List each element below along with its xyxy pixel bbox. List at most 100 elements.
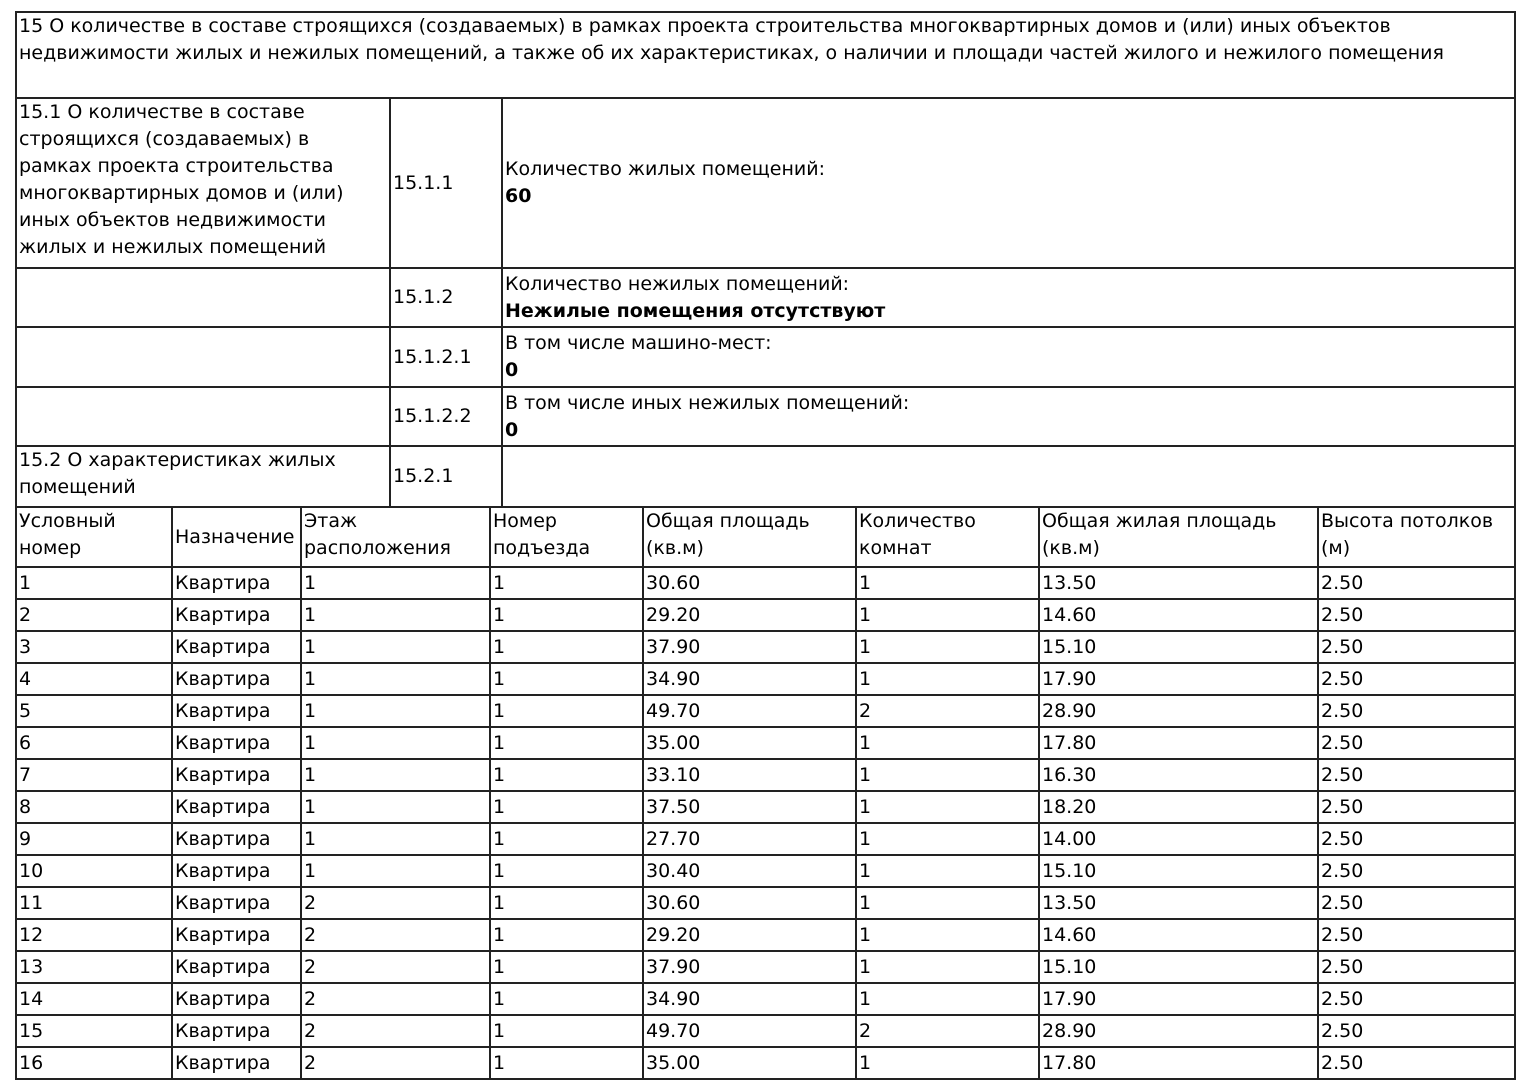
table-cell: 1 — [489, 662, 644, 696]
subsection-label — [15, 267, 391, 328]
table-cell: 14.00 — [1038, 822, 1319, 856]
field-label: В том числе иных нежилых помещений: — [505, 391, 910, 414]
table-cell: 2.50 — [1317, 886, 1516, 920]
table-cell: 30.40 — [642, 854, 857, 888]
table-cell: 17.90 — [1038, 982, 1319, 1016]
table-cell: 2.50 — [1317, 982, 1516, 1016]
field-value: 60 — [505, 185, 532, 207]
section-title: 15 О количестве в составе строящихся (со… — [15, 11, 1516, 99]
table-cell: 17.90 — [1038, 662, 1319, 696]
table-cell: 1 — [489, 790, 644, 824]
table-row: 14 Квартира 2 1 34.90 1 17.90 2.50 — [15, 982, 1516, 1016]
table-cell: 2.50 — [1317, 950, 1516, 984]
table-cell: Квартира — [171, 1014, 302, 1048]
table-cell: 2.50 — [1317, 1046, 1516, 1080]
units-table: Условный номер Назначение Этаж расположени… — [15, 506, 1516, 1080]
table-cell: 1 — [489, 886, 644, 920]
table-cell: 30.60 — [642, 566, 857, 600]
table-cell: 1 — [489, 950, 644, 984]
subsection-label: 15.2 О характеристиках жилых помещений — [15, 445, 391, 508]
table-cell: 1 — [300, 758, 491, 792]
table-cell: 30.60 — [642, 886, 857, 920]
table-cell: 1 — [300, 566, 491, 600]
table-cell: 37.50 — [642, 790, 857, 824]
table-cell: 1 — [855, 758, 1040, 792]
table-cell: Квартира — [171, 886, 302, 920]
units-table-header: Условный номер Назначение Этаж расположени… — [15, 506, 1516, 568]
section-15-table: 15 О количестве в составе строящихся (со… — [15, 11, 1516, 508]
table-cell: 1 — [489, 854, 644, 888]
table-row: 10 Квартира 1 1 30.40 1 15.10 2.50 — [15, 854, 1516, 888]
table-cell: 29.20 — [642, 598, 857, 632]
table-row: 8 Квартира 1 1 37.50 1 18.20 2.50 — [15, 790, 1516, 824]
table-cell: 12 — [15, 918, 173, 952]
subsection-label: 15.1 О количестве в составе строящихся (… — [15, 97, 391, 269]
table-cell: 1 — [855, 1046, 1040, 1080]
table-cell: 1 — [300, 662, 491, 696]
table-cell: 16 — [15, 1046, 173, 1080]
field-label: Количество жилых помещений: — [505, 158, 825, 180]
table-cell: 49.70 — [642, 694, 857, 728]
table-cell: 1 — [489, 630, 644, 664]
field-value: Нежилые помещения отсутствуют — [505, 299, 886, 322]
table-cell: 9 — [15, 822, 173, 856]
table-cell: Квартира — [171, 566, 302, 600]
subsection-row: 15.1 О количестве в составе строящихся (… — [15, 97, 1516, 269]
subsection-value-cell: В том числе машино-мест: 0 — [501, 326, 1516, 388]
column-header: Высота потолков (м) — [1317, 506, 1516, 568]
table-row: 2 Квартира 1 1 29.20 1 14.60 2.50 — [15, 598, 1516, 632]
table-cell: 8 — [15, 790, 173, 824]
table-cell: 1 — [855, 726, 1040, 760]
table-cell: 29.20 — [642, 918, 857, 952]
table-cell: 33.10 — [642, 758, 857, 792]
table-cell: 1 — [489, 982, 644, 1016]
table-cell: 1 — [855, 598, 1040, 632]
table-cell: 2.50 — [1317, 694, 1516, 728]
table-cell: 1 — [489, 758, 644, 792]
table-cell: 2.50 — [1317, 1014, 1516, 1048]
table-cell: 49.70 — [642, 1014, 857, 1048]
table-cell: 1 — [855, 822, 1040, 856]
table-row: 5 Квартира 1 1 49.70 2 28.90 2.50 — [15, 694, 1516, 728]
table-cell: 15.10 — [1038, 854, 1319, 888]
table-cell: 1 — [300, 694, 491, 728]
column-header: Назначение — [171, 506, 302, 568]
table-cell: 1 — [855, 662, 1040, 696]
table-cell: 37.90 — [642, 630, 857, 664]
table-cell: 1 — [300, 790, 491, 824]
table-cell: 4 — [15, 662, 173, 696]
table-cell: 1 — [855, 982, 1040, 1016]
table-cell: 35.00 — [642, 726, 857, 760]
table-cell: 11 — [15, 886, 173, 920]
subsection-row: 15.2 О характеристиках жилых помещений 15… — [15, 445, 1516, 508]
subsection-label — [15, 326, 391, 388]
table-cell: 2 — [300, 982, 491, 1016]
table-cell: 1 — [489, 822, 644, 856]
table-cell: 13.50 — [1038, 886, 1319, 920]
subsection-label — [15, 386, 391, 447]
table-cell: 1 — [15, 566, 173, 600]
table-cell: 15 — [15, 1014, 173, 1048]
table-row: 4 Квартира 1 1 34.90 1 17.90 2.50 — [15, 662, 1516, 696]
table-cell: Квартира — [171, 726, 302, 760]
table-cell: 1 — [489, 1014, 644, 1048]
table-row: 6 Квартира 1 1 35.00 1 17.80 2.50 — [15, 726, 1516, 760]
table-cell: 17.80 — [1038, 1046, 1319, 1080]
table-cell: 2.50 — [1317, 630, 1516, 664]
table-cell: 2.50 — [1317, 854, 1516, 888]
table-cell: 6 — [15, 726, 173, 760]
table-cell: Квартира — [171, 790, 302, 824]
table-cell: 5 — [15, 694, 173, 728]
table-cell: 2 — [855, 1014, 1040, 1048]
table-row: 11 Квартира 2 1 30.60 1 13.50 2.50 — [15, 886, 1516, 920]
table-cell: Квартира — [171, 598, 302, 632]
table-cell: 2 — [300, 1046, 491, 1080]
table-cell: Квартира — [171, 854, 302, 888]
subsection-value-cell: Количество нежилых помещений: Нежилые пом… — [501, 267, 1516, 328]
subsection-row: 15.1.2 Количество нежилых помещений: Нежил… — [15, 267, 1516, 328]
column-header: Общая жилая площадь (кв.м) — [1038, 506, 1319, 568]
subsection-value-cell: Количество жилых помещений: 60 — [501, 97, 1516, 269]
table-cell: 14 — [15, 982, 173, 1016]
table-cell: Квартира — [171, 822, 302, 856]
table-cell: 1 — [489, 598, 644, 632]
